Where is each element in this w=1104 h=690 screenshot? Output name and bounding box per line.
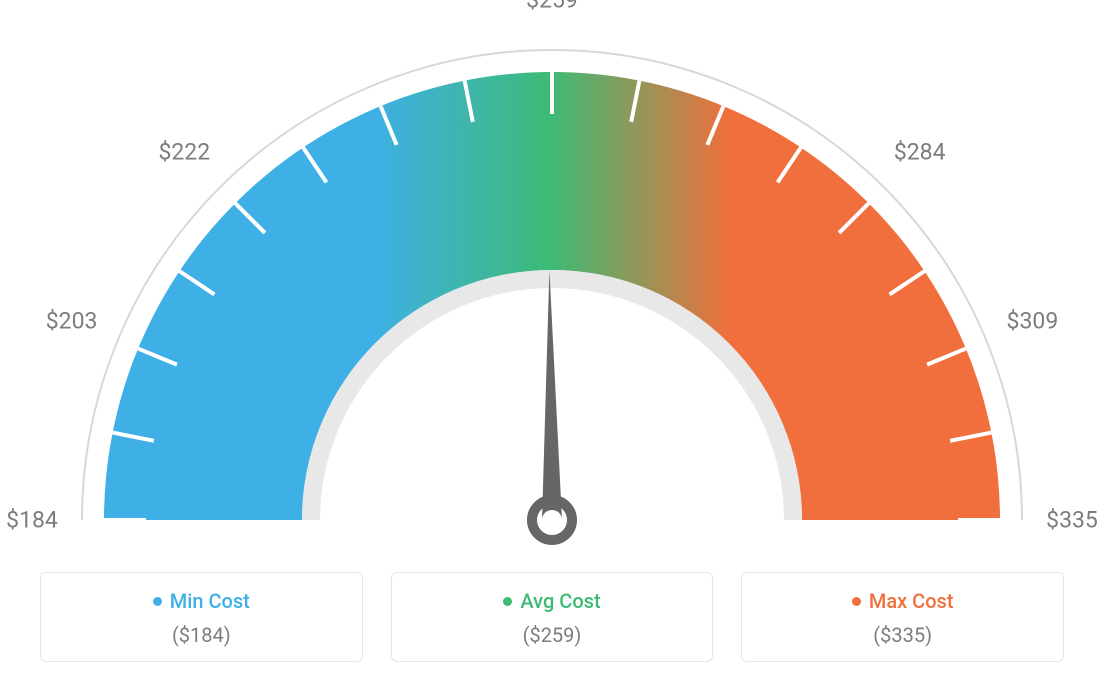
legend-avg-label: Avg Cost [520,589,600,613]
legend-title-min: Min Cost [153,589,250,613]
legend-row: Min Cost ($184) Avg Cost ($259) Max Cost… [40,572,1064,662]
gauge-tick-label: $184 [6,507,58,534]
legend-min-value: ($184) [41,623,362,647]
legend-card-min: Min Cost ($184) [40,572,363,662]
gauge-svg [0,0,1104,560]
legend-title-avg: Avg Cost [503,589,600,613]
dot-icon [153,597,162,606]
gauge-tick-label: $222 [158,139,210,166]
dot-icon [503,597,512,606]
legend-min-label: Min Cost [170,589,250,613]
dot-icon [852,597,861,606]
gauge-tick-label: $284 [894,139,946,166]
legend-max-label: Max Cost [869,589,954,613]
legend-title-max: Max Cost [852,589,954,613]
legend-card-avg: Avg Cost ($259) [391,572,714,662]
gauge-tick-label: $309 [1007,308,1059,335]
gauge-tick-label: $259 [526,0,578,14]
legend-card-max: Max Cost ($335) [741,572,1064,662]
gauge-chart: $184 $203 $222 $259 $284 $309 $335 [0,0,1104,560]
gauge-tick-label: $203 [46,308,98,335]
legend-avg-value: ($259) [392,623,713,647]
gauge-tick-label: $335 [1046,507,1098,534]
legend-max-value: ($335) [742,623,1063,647]
